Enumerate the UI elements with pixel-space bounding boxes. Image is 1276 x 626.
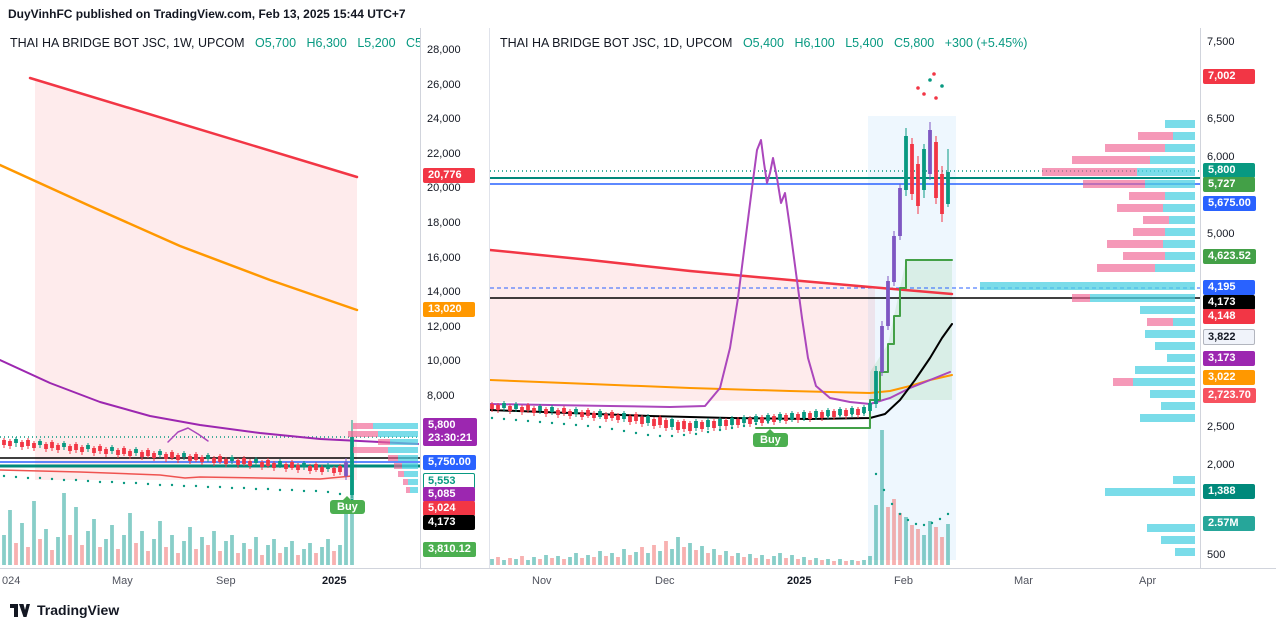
price-tick: 6,500 xyxy=(1207,113,1235,125)
price-tag[interactable]: 1,388 xyxy=(1203,484,1255,499)
price-tag[interactable]: 5,800 23:30:21 xyxy=(423,418,478,446)
daily-price-axis[interactable]: 7,500 6,500 6,000 5,000 2,500 2,000 500 7,002 5,… xyxy=(1200,28,1276,568)
weekly-chart-pane[interactable]: THAI HA BRIDGE BOT JSC, 1W, UPCOM O5,700… xyxy=(0,28,420,568)
price-tick: 24,000 xyxy=(427,113,461,125)
price-tick: 18,000 xyxy=(427,217,461,229)
price-tag[interactable]: 2,723.70 xyxy=(1203,388,1256,403)
weekly-price-axis[interactable]: 28,000 26,000 24,000 22,000 20,000 18,000 16,0… xyxy=(420,28,490,568)
weekly-chart-canvas[interactable] xyxy=(0,28,420,568)
price-tag[interactable]: 5,750.00 xyxy=(423,455,476,470)
daily-legend-title[interactable]: THAI HA BRIDGE BOT JSC, 1D, UPCOM xyxy=(500,36,733,50)
price-tag[interactable]: 3,173 xyxy=(1203,351,1255,366)
price-tick: 10,000 xyxy=(427,355,461,367)
price-tag[interactable]: 4,173 xyxy=(1203,295,1255,310)
price-tag[interactable]: 5,800 xyxy=(1203,163,1255,178)
time-label: Nov xyxy=(532,575,552,587)
daily-legend-high: H6,100 xyxy=(794,36,835,50)
publish-text: DuyVinhFC published on TradingView.com, … xyxy=(8,7,406,21)
tradingview-brand[interactable]: TradingView xyxy=(37,602,120,618)
price-tick: 14,000 xyxy=(427,286,461,298)
daily-chart-canvas[interactable] xyxy=(490,28,1200,568)
price-tick: 2,000 xyxy=(1207,459,1235,471)
price-tag[interactable]: 20,776 xyxy=(423,168,475,183)
time-label: 024 xyxy=(2,575,21,587)
weekly-legend-open: O5,700 xyxy=(255,36,297,50)
price-tag[interactable]: 7,002 xyxy=(1203,69,1255,84)
weekly-legend: THAI HA BRIDGE BOT JSC, 1W, UPCOM O5,700… xyxy=(10,36,420,50)
price-tick: 12,000 xyxy=(427,321,461,333)
time-label: 2025 xyxy=(787,575,812,587)
price-tag[interactable]: 4,623.52 xyxy=(1203,249,1256,264)
price-tick: 20,000 xyxy=(427,182,461,194)
time-label: Feb xyxy=(894,575,913,587)
price-tag[interactable]: 4,173 xyxy=(423,515,475,530)
price-tick: 5,000 xyxy=(1207,228,1235,240)
time-label: May xyxy=(112,575,133,587)
footer-bar: TradingView xyxy=(0,594,1276,626)
price-tag[interactable]: 3,022 xyxy=(1203,370,1255,385)
buy-marker-daily[interactable]: Buy xyxy=(753,429,788,447)
price-tick: 500 xyxy=(1207,549,1226,561)
price-tick: 8,000 xyxy=(427,390,455,402)
time-label: Sep xyxy=(216,575,236,587)
daily-legend-low: L5,400 xyxy=(845,36,884,50)
weekly-legend-low: L5,200 xyxy=(357,36,396,50)
price-tag[interactable]: 3,810.12 xyxy=(423,542,476,557)
time-label: Mar xyxy=(1014,575,1033,587)
daily-time-axis[interactable]: Nov Dec 2025 Feb Mar Apr xyxy=(490,569,1200,595)
weekly-time-axis[interactable]: 024 May Sep 2025 xyxy=(0,569,489,595)
price-tag[interactable]: 2.57M xyxy=(1203,516,1255,531)
time-label: Dec xyxy=(655,575,675,587)
price-tick: 7,500 xyxy=(1207,36,1235,48)
publish-bar: DuyVinhFC published on TradingView.com, … xyxy=(0,0,1276,28)
weekly-legend-close: C5,800 xyxy=(406,36,420,50)
price-tag[interactable]: 5,024 xyxy=(423,501,475,516)
tradingview-logo-icon[interactable] xyxy=(10,600,30,620)
time-label: Apr xyxy=(1139,575,1157,587)
price-tick: 2,500 xyxy=(1207,421,1235,433)
weekly-legend-title[interactable]: THAI HA BRIDGE BOT JSC, 1W, UPCOM xyxy=(10,36,245,50)
daily-chart-pane[interactable]: THAI HA BRIDGE BOT JSC, 1D, UPCOM O5,400… xyxy=(490,28,1200,568)
price-tag[interactable]: 4,148 xyxy=(1203,309,1255,324)
price-tick: 22,000 xyxy=(427,148,461,160)
daily-legend-open: O5,400 xyxy=(742,36,784,50)
price-tick: 6,000 xyxy=(1207,151,1235,163)
time-label: 2025 xyxy=(322,575,347,587)
daily-legend: THAI HA BRIDGE BOT JSC, 1D, UPCOM O5,400… xyxy=(500,36,1027,50)
time-axis[interactable]: 024 May Sep 2025 Nov Dec 2025 Feb Mar Apr xyxy=(0,568,1276,595)
price-tick: 16,000 xyxy=(427,252,461,264)
price-tick: 28,000 xyxy=(427,44,461,56)
price-tag[interactable]: 4,195 xyxy=(1203,280,1255,295)
price-tag[interactable]: 13,020 xyxy=(423,302,475,317)
price-tag[interactable]: 5,085 xyxy=(423,487,475,502)
daily-legend-close: C5,800 xyxy=(893,36,935,50)
price-tag[interactable]: 5,727 xyxy=(1203,177,1255,192)
daily-legend-change: +300 (+5.45%) xyxy=(944,36,1028,50)
price-tag[interactable]: 3,822 xyxy=(1203,329,1255,345)
weekly-legend-high: H6,300 xyxy=(306,36,347,50)
price-tick: 26,000 xyxy=(427,79,461,91)
price-tag[interactable]: 5,675.00 xyxy=(1203,196,1256,211)
buy-marker-weekly[interactable]: Buy xyxy=(330,496,365,514)
